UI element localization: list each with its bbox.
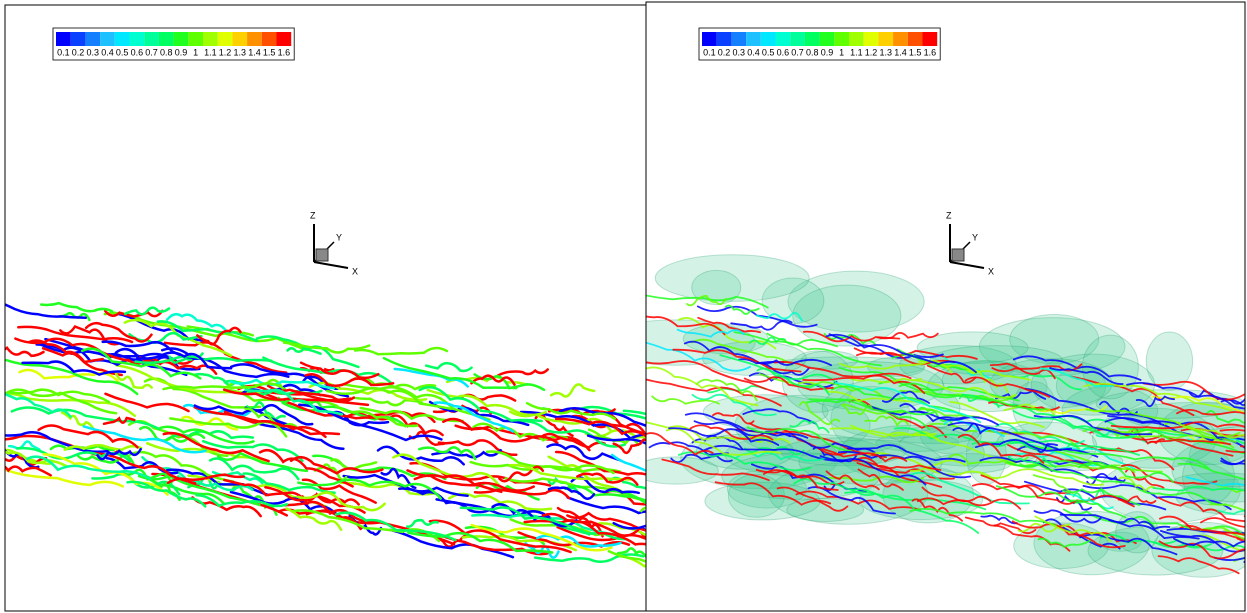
colorbar-label: 1.2: [865, 47, 878, 57]
colorbar-label: 1.3: [233, 47, 246, 57]
colorbar-label: 0.1: [57, 47, 70, 57]
colorbar-label: 1.4: [894, 47, 907, 57]
colorbar-swatch: [188, 32, 203, 46]
colorbar-label: 0.6: [777, 47, 790, 57]
axis-label: Z: [946, 210, 952, 220]
colorbar-swatch: [56, 32, 71, 46]
colorbar-label: 0.5: [762, 47, 775, 57]
colorbar-label: 0.5: [116, 47, 129, 57]
colorbar-label: 0.3: [732, 47, 745, 57]
colorbar-swatch: [115, 32, 130, 46]
colorbar-swatch: [262, 32, 277, 46]
colorbar-label: 0.1: [703, 47, 716, 57]
colorbar-label: 1: [839, 47, 844, 57]
colorbar-swatch: [761, 32, 776, 46]
colorbar-swatch: [893, 32, 908, 46]
panel: [0, 5, 755, 611]
colorbar-label: 1: [193, 47, 198, 57]
axis-label: Y: [972, 232, 978, 242]
colorbar-swatch: [232, 32, 247, 46]
colorbar-swatch: [203, 32, 218, 46]
screenshot: 0.10.20.30.40.50.60.70.80.911.11.21.31.4…: [0, 0, 1247, 613]
colorbar-swatch: [746, 32, 761, 46]
axis-label: Y: [336, 232, 342, 242]
colorbar-swatch: [159, 32, 174, 46]
axis-label: X: [988, 266, 994, 276]
colorbar-label: 0.9: [175, 47, 188, 57]
colorbar-label: 1.6: [924, 47, 937, 57]
colorbar-swatch: [277, 32, 292, 46]
colorbar-swatch: [100, 32, 115, 46]
colorbar-label: 1.3: [879, 47, 892, 57]
colorbar-label: 0.2: [72, 47, 85, 57]
colorbar-label: 0.7: [791, 47, 804, 57]
colorbar-swatch: [878, 32, 893, 46]
axis-label: X: [352, 266, 358, 276]
axis-label: Z: [310, 210, 316, 220]
colorbar-swatch: [820, 32, 835, 46]
colorbar-swatch: [908, 32, 923, 46]
colorbar-swatch: [864, 32, 879, 46]
colorbar-label: 1.6: [278, 47, 291, 57]
colorbar-swatch: [218, 32, 233, 46]
colorbar-swatch: [717, 32, 732, 46]
colorbar-swatch: [702, 32, 717, 46]
colorbar-swatch: [130, 32, 145, 46]
axis-cube: [316, 249, 328, 261]
colorbar-swatch: [144, 32, 159, 46]
colorbar-swatch: [85, 32, 100, 46]
colorbar-label: 1.5: [263, 47, 276, 57]
colorbar-swatch: [174, 32, 189, 46]
colorbar-swatch: [776, 32, 791, 46]
colorbar-label: 1.5: [909, 47, 922, 57]
colorbar-swatch: [247, 32, 262, 46]
colorbar-label: 0.9: [821, 47, 834, 57]
isosurface: [1174, 473, 1247, 490]
colorbar-label: 0.3: [86, 47, 99, 57]
colorbar-swatch: [923, 32, 938, 46]
colorbar-label: 0.7: [145, 47, 158, 57]
colorbar-label: 1.4: [248, 47, 261, 57]
colorbar-label: 0.4: [101, 47, 114, 57]
colorbar-label: 1.2: [219, 47, 232, 57]
panel: [597, 2, 1247, 611]
colorbar-swatch: [834, 32, 849, 46]
colorbar-label: 0.6: [131, 47, 144, 57]
axis-cube: [952, 249, 964, 261]
colorbar-label: 0.8: [806, 47, 819, 57]
colorbar-swatch: [790, 32, 805, 46]
colorbar-label: 0.8: [160, 47, 173, 57]
colorbar-swatch: [805, 32, 820, 46]
colorbar-label: 1.1: [204, 47, 217, 57]
colorbar-label: 0.4: [747, 47, 760, 57]
colorbar-swatch: [731, 32, 746, 46]
colorbar-label: 0.2: [718, 47, 731, 57]
colorbar-swatch: [849, 32, 864, 46]
colorbar-swatch: [71, 32, 86, 46]
colorbar-label: 1.1: [850, 47, 863, 57]
